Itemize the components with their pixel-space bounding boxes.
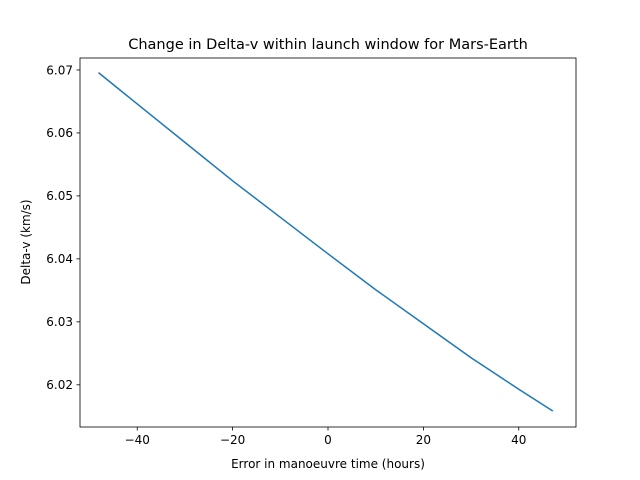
series-line-0 <box>98 72 554 412</box>
y-tick-label: 6.06 <box>46 126 73 140</box>
plot-frame <box>79 57 577 428</box>
x-tick-label: −20 <box>220 433 245 447</box>
y-tick-label: 6.05 <box>46 189 73 203</box>
x-axis-label: Error in manoeuvre time (hours) <box>231 457 425 471</box>
plot-area: −40 −20 0 20 40 6.02 6.03 6.04 6.05 6.06 6.07 <box>46 57 577 447</box>
x-tick-label: 20 <box>416 433 431 447</box>
x-tick-label: −40 <box>125 433 150 447</box>
y-tick-label: 6.04 <box>46 252 73 266</box>
x-tick-label: 40 <box>511 433 526 447</box>
x-tick-label: 0 <box>324 433 332 447</box>
y-tick-label: 6.02 <box>46 378 73 392</box>
chart-title: Change in Delta-v within launch window f… <box>128 37 528 53</box>
y-tick-label: 6.07 <box>46 63 73 77</box>
y-tick-label: 6.03 <box>46 315 73 329</box>
y-axis-label: Delta-v (km/s) <box>19 199 33 284</box>
